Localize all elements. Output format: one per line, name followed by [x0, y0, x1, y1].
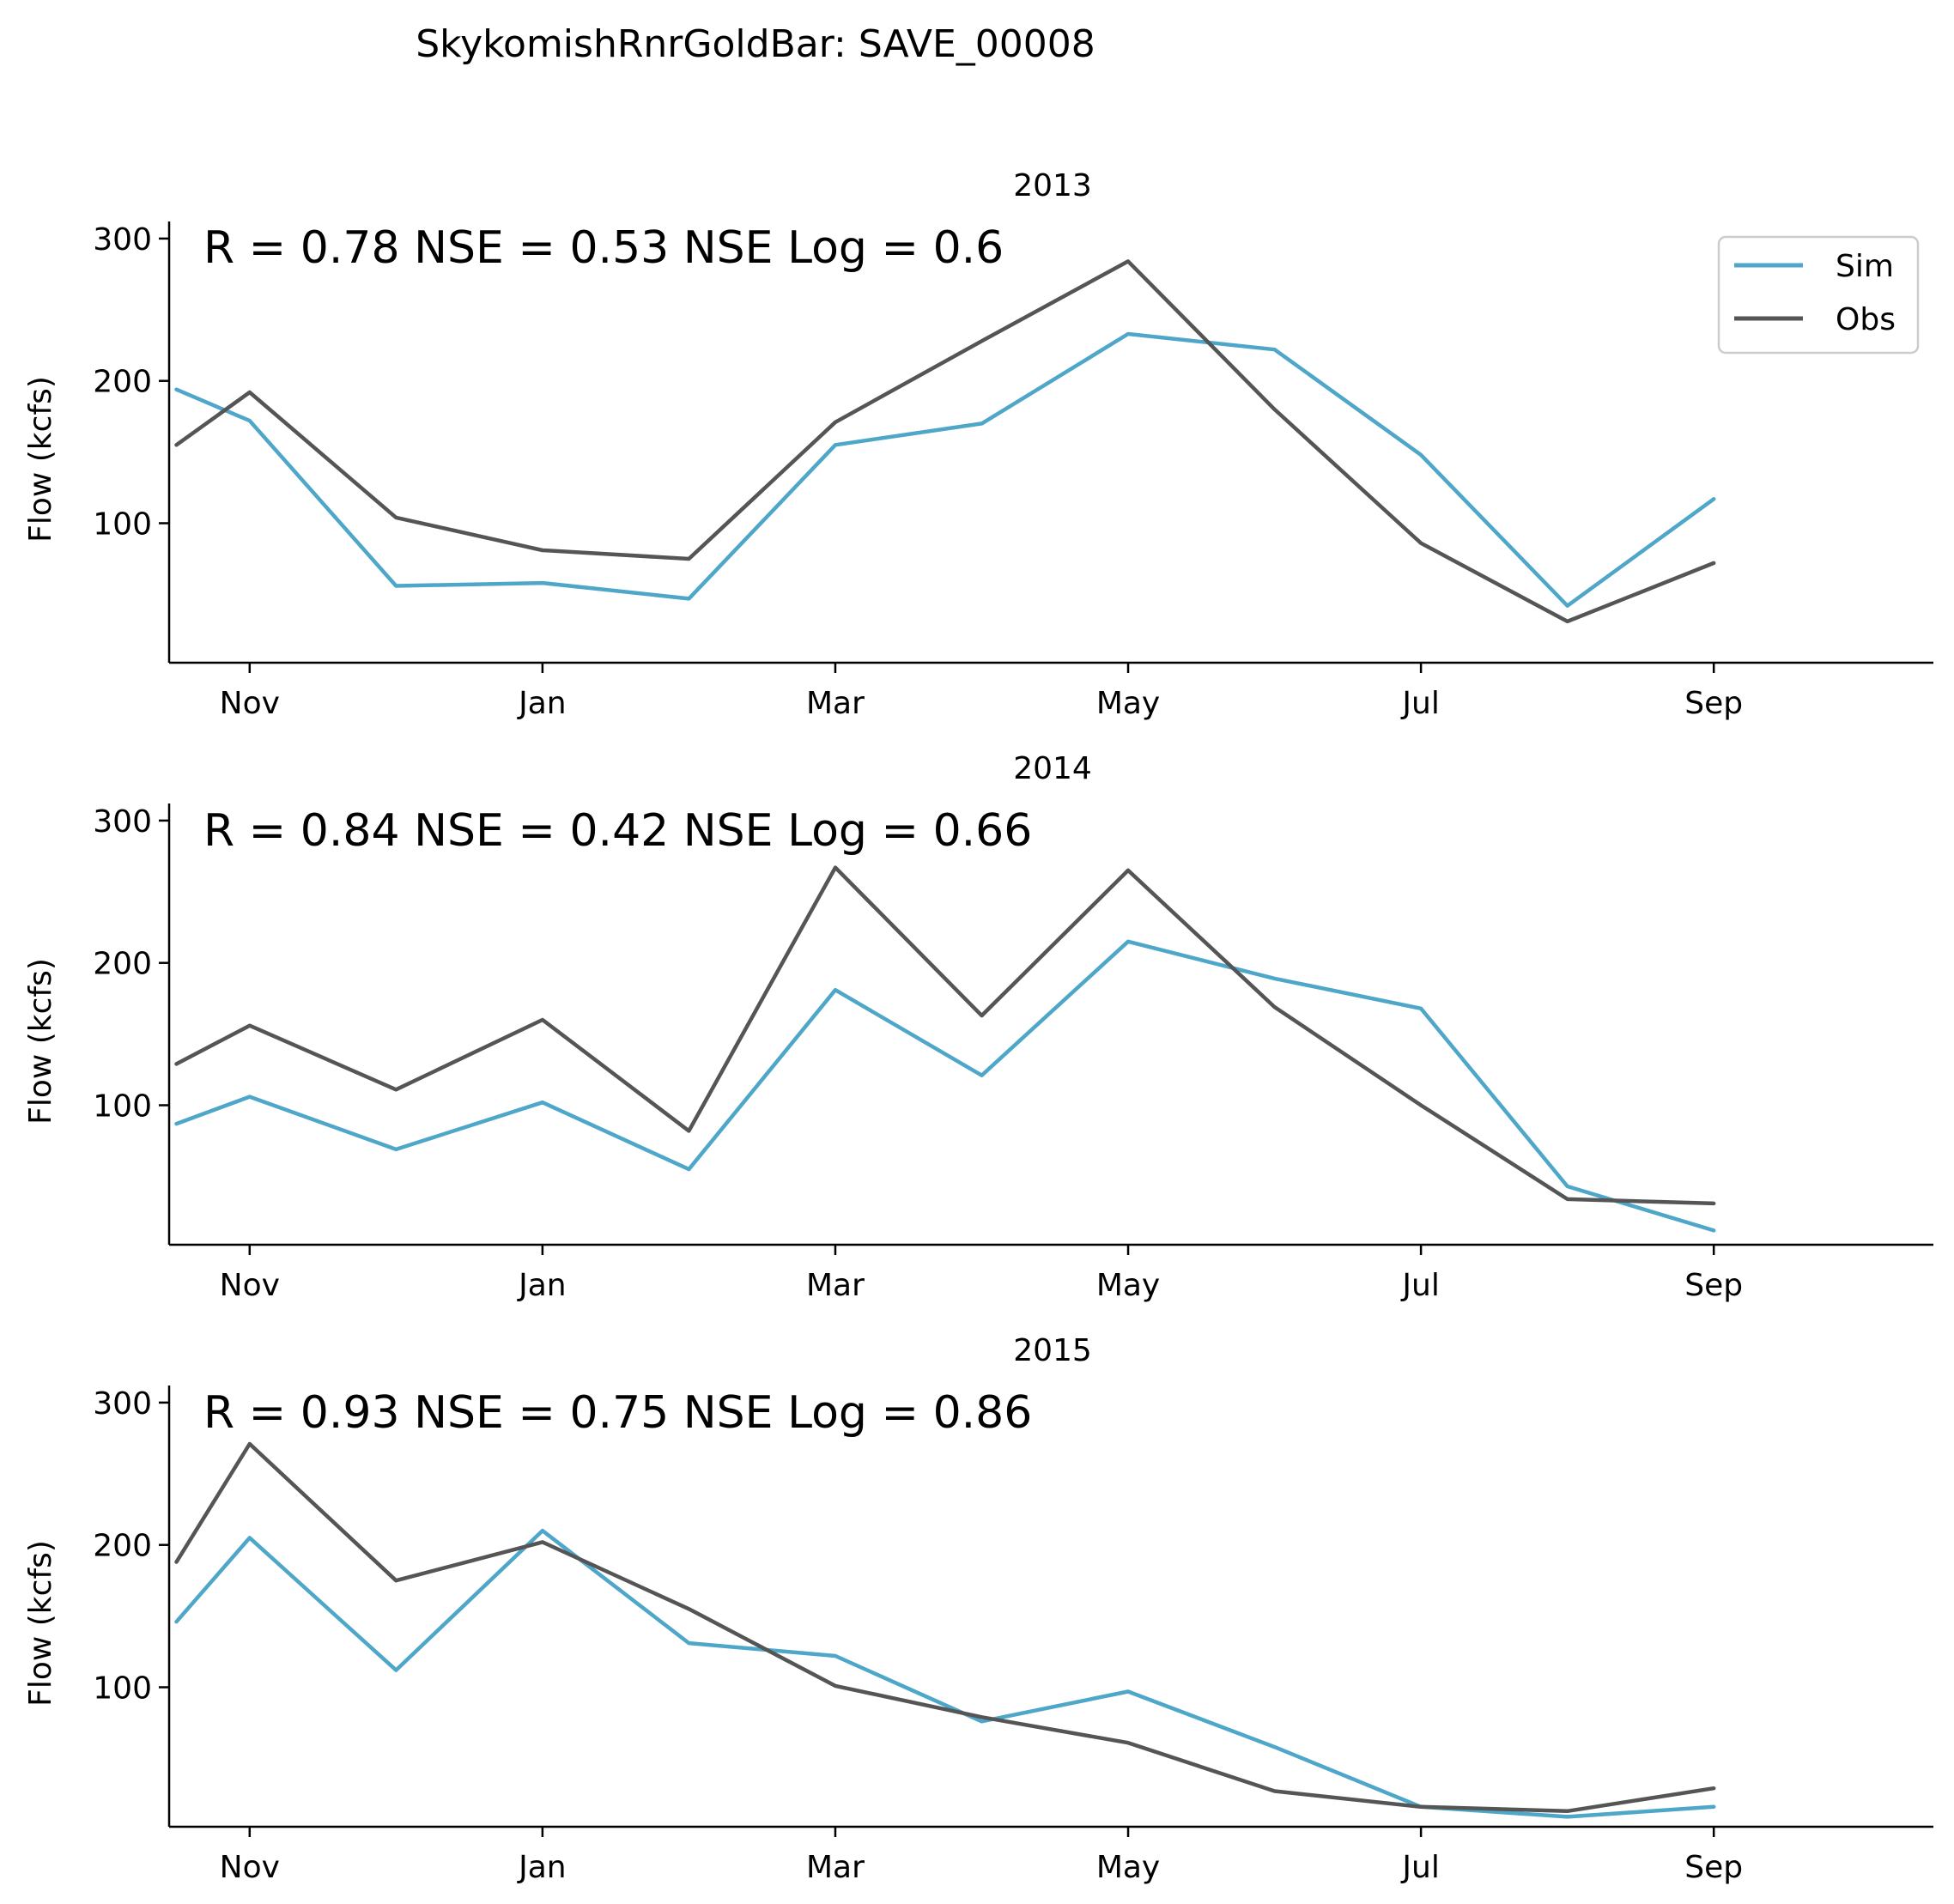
series-line-obs — [174, 259, 1716, 624]
series-group — [174, 259, 1716, 624]
x-tick-label: Mar — [806, 686, 865, 721]
y-tick-label: 300 — [93, 1386, 152, 1422]
y-axis-label: Flow (kcfs) — [23, 376, 58, 543]
x-tick-label: Jan — [517, 1268, 567, 1303]
x-tick-label: Jan — [517, 686, 567, 721]
y-axis-label: Flow (kcfs) — [23, 1540, 58, 1707]
chart-title: SkykomishRnrGoldBar: SAVE_00008 — [416, 22, 1095, 66]
x-tick-label: Sep — [1684, 1268, 1743, 1303]
panel-title: 2015 — [1013, 1333, 1092, 1368]
series-line-sim — [174, 1528, 1716, 1819]
x-tick-label: Jul — [1400, 1850, 1439, 1885]
x-tick-label: Nov — [220, 1268, 280, 1303]
panel-2014: 2014 Flow (kcfs) R = 0.84 NSE = 0.42 NSE… — [23, 751, 1933, 1303]
panel-2015: 2015 Flow (kcfs) R = 0.93 NSE = 0.75 NSE… — [23, 1333, 1933, 1885]
x-tick-label: Mar — [806, 1850, 865, 1885]
x-tick-label: Sep — [1684, 1850, 1743, 1885]
legend-label-obs: Obs — [1836, 302, 1896, 337]
series-line-sim — [174, 939, 1716, 1233]
legend-label-sim: Sim — [1836, 249, 1894, 284]
y-tick-label: 300 — [93, 804, 152, 840]
y-tick-label: 100 — [93, 1089, 152, 1125]
y-tick-label: 100 — [93, 1671, 152, 1707]
x-tick-label: Nov — [220, 1850, 280, 1885]
x-tick-label: May — [1096, 686, 1160, 721]
stats-annotation: R = 0.93 NSE = 0.75 NSE Log = 0.86 — [203, 1387, 1032, 1439]
y-tick-label: 200 — [93, 365, 152, 400]
x-tick-label: May — [1096, 1268, 1160, 1303]
x-tick-label: Mar — [806, 1268, 865, 1303]
y-tick-label: 100 — [93, 507, 152, 543]
y-tick-label: 300 — [93, 222, 152, 258]
y-tick-label: 200 — [93, 1529, 152, 1564]
series-line-obs — [174, 865, 1716, 1206]
x-tick-label: Jan — [517, 1850, 567, 1885]
y-tick-label: 200 — [93, 947, 152, 982]
series-group — [174, 865, 1716, 1233]
x-tick-label: Jul — [1400, 686, 1439, 721]
x-tick-label: May — [1096, 1850, 1160, 1885]
x-tick-label: Nov — [220, 686, 280, 721]
x-tick-label: Sep — [1684, 686, 1743, 721]
panel-2013: 2013 Flow (kcfs) R = 0.78 NSE = 0.53 NSE… — [23, 168, 1933, 721]
x-tick-label: Jul — [1400, 1268, 1439, 1303]
panel-title: 2014 — [1013, 751, 1092, 786]
series-line-sim — [174, 331, 1716, 608]
panel-title: 2013 — [1013, 168, 1092, 203]
stats-annotation: R = 0.84 NSE = 0.42 NSE Log = 0.66 — [203, 805, 1032, 857]
legend: Sim Obs — [1717, 235, 1920, 355]
stats-annotation: R = 0.78 NSE = 0.53 NSE Log = 0.6 — [203, 222, 1004, 274]
series-line-obs — [174, 1441, 1716, 1814]
y-axis-label: Flow (kcfs) — [23, 958, 58, 1125]
series-group — [174, 1441, 1716, 1819]
